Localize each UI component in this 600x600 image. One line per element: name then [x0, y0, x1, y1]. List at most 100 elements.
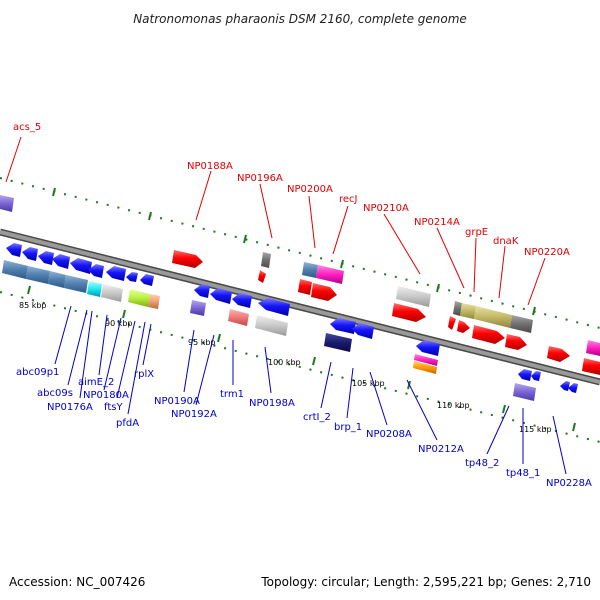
- gene-np0220a-red-b[interactable]: [505, 334, 527, 350]
- gene-np0176a[interactable]: [48, 271, 66, 288]
- gene-np0210a-red[interactable]: [392, 303, 426, 322]
- gene-np0180a[interactable]: [87, 281, 102, 297]
- bottom-leader-lines: [54, 305, 567, 475]
- genome-backbone: [0, 228, 600, 386]
- gene-np0220a-dark[interactable]: [510, 315, 533, 333]
- label-np0212a[interactable]: NP0212A: [418, 444, 464, 455]
- gene-trm1[interactable]: [228, 309, 249, 326]
- gene-rev-arrow[interactable]: [106, 266, 126, 281]
- gene-np0212a-pink[interactable]: [414, 354, 438, 366]
- reverse-gene-labels: abc09p1 abc09s NP0176A aimE_2 NP0180A ft…: [16, 367, 592, 489]
- gene-aime2[interactable]: [64, 275, 88, 293]
- gene-np0214a-dark[interactable]: [453, 301, 462, 316]
- gene-np0220a-red[interactable]: [472, 325, 505, 344]
- tick-label: 100 kbp: [268, 358, 301, 367]
- gene-np0214a-red[interactable]: [448, 316, 456, 330]
- gene-rev-arrow[interactable]: [52, 254, 70, 269]
- label-pfda[interactable]: pfdA: [116, 418, 139, 429]
- label-abc09s[interactable]: abc09s: [37, 388, 73, 399]
- reverse-strand-genes: [2, 243, 578, 401]
- label-acs5[interactable]: acs_5: [13, 122, 41, 133]
- label-tp48-1[interactable]: tp48_1: [506, 468, 540, 479]
- label-brp1[interactable]: brp_1: [334, 422, 362, 433]
- gene-rev-arrow[interactable]: [126, 272, 138, 282]
- gene-abc09p1[interactable]: [2, 260, 28, 279]
- label-ftsy[interactable]: ftsY: [104, 402, 123, 413]
- gene-pfda[interactable]: [148, 294, 160, 309]
- gene-ftsy[interactable]: [101, 284, 123, 302]
- gene-brp1[interactable]: [352, 323, 374, 339]
- gene-np0212a-orange[interactable]: [413, 361, 437, 374]
- gene-np0198a-blue[interactable]: [258, 298, 290, 316]
- label-np0196a[interactable]: NP0196A: [237, 173, 283, 184]
- label-np0208a[interactable]: NP0208A: [366, 429, 412, 440]
- outer-tick-ring: [0, 177, 600, 329]
- tick-labels: 85 kbp 90 kbp 95 kbp 100 kbp 105 kbp 110…: [19, 301, 552, 434]
- gene-rev-arrow[interactable]: [194, 284, 210, 298]
- gene-np0198a[interactable]: [255, 315, 288, 336]
- gene-np0200a-pink[interactable]: [316, 265, 344, 284]
- label-grpe[interactable]: grpE: [465, 227, 488, 238]
- label-np0176a[interactable]: NP0176A: [47, 402, 93, 413]
- map-title: Natronomonas pharaonis DSM 2160, complet…: [133, 12, 467, 26]
- gene-np0228a-b[interactable]: [568, 383, 578, 393]
- gene-np0196a-upper[interactable]: [261, 252, 271, 268]
- gene-np0214a-red-b[interactable]: [457, 320, 470, 333]
- gene-right-red-a[interactable]: [547, 346, 570, 362]
- gene-tp48-arrow-b[interactable]: [531, 371, 541, 381]
- gene-crti2-navy[interactable]: [324, 333, 352, 352]
- label-dnak[interactable]: dnaK: [493, 236, 519, 247]
- label-aime2[interactable]: aimE_2: [78, 377, 114, 388]
- label-np0192a[interactable]: NP0192A: [171, 409, 217, 420]
- gene-rev-arrow[interactable]: [232, 293, 252, 308]
- tick-label: 90 kbp: [105, 319, 133, 328]
- gene-rev-arrow[interactable]: [140, 274, 154, 286]
- label-crti2[interactable]: crtI_2: [303, 412, 331, 423]
- gene-rev-arrow[interactable]: [6, 243, 22, 257]
- gene-right-red-b[interactable]: [582, 358, 600, 375]
- label-np0188a[interactable]: NP0188A: [187, 161, 233, 172]
- gene-rev-arrow[interactable]: [210, 288, 232, 304]
- gene-np0228a[interactable]: [560, 381, 570, 391]
- label-np0200a[interactable]: NP0200A: [287, 184, 333, 195]
- gene-np0210a-gray[interactable]: [396, 286, 431, 307]
- label-np0210a[interactable]: NP0210A: [363, 203, 409, 214]
- gene-acs5[interactable]: [0, 195, 14, 212]
- gene-rplx[interactable]: [128, 289, 150, 307]
- gene-rev-arrow[interactable]: [70, 258, 92, 274]
- gene-grpe[interactable]: [460, 303, 476, 319]
- gene-crti2[interactable]: [330, 318, 356, 334]
- gene-recj[interactable]: [298, 279, 312, 295]
- label-trm1[interactable]: trm1: [220, 389, 244, 400]
- gene-np0188a[interactable]: [172, 250, 203, 268]
- gene-right-pink[interactable]: [586, 340, 600, 356]
- gene-rev-arrow[interactable]: [22, 247, 38, 261]
- label-np0228a[interactable]: NP0228A: [546, 478, 592, 489]
- gene-dnak[interactable]: [474, 306, 512, 328]
- label-np0190a[interactable]: NP0190A: [154, 396, 200, 407]
- gene-np0200a-steel[interactable]: [302, 262, 318, 278]
- gene-rev-arrow[interactable]: [38, 251, 54, 265]
- tick-label: 110 kbp: [437, 401, 470, 410]
- gene-rev-arrow[interactable]: [88, 264, 104, 278]
- gene-np0190a[interactable]: [190, 300, 206, 316]
- label-rplx[interactable]: rplX: [134, 369, 154, 380]
- label-abc09p1[interactable]: abc09p1: [16, 367, 59, 378]
- label-np0180a[interactable]: NP0180A: [83, 390, 129, 401]
- label-recj[interactable]: recJ: [339, 194, 358, 205]
- upper-major-ticks: [52, 187, 536, 316]
- tick-label: 115 kbp: [519, 425, 552, 434]
- label-np0198a[interactable]: NP0198A: [249, 398, 295, 409]
- label-tp48-2[interactable]: tp48_2: [465, 458, 499, 469]
- gene-np0208a[interactable]: [416, 340, 440, 356]
- gene-np0196a-lower[interactable]: [258, 270, 266, 283]
- accession-text: Accession: NC_007426: [9, 575, 145, 589]
- label-np0220a[interactable]: NP0220A: [524, 247, 570, 258]
- gene-recj-b[interactable]: [311, 283, 337, 301]
- label-np0214a[interactable]: NP0214A: [414, 217, 460, 228]
- gene-abc09s[interactable]: [26, 266, 50, 284]
- tick-label: 105 kbp: [352, 379, 385, 388]
- gene-tp48-2[interactable]: [513, 383, 536, 401]
- gene-tp48-arrow[interactable]: [518, 369, 532, 381]
